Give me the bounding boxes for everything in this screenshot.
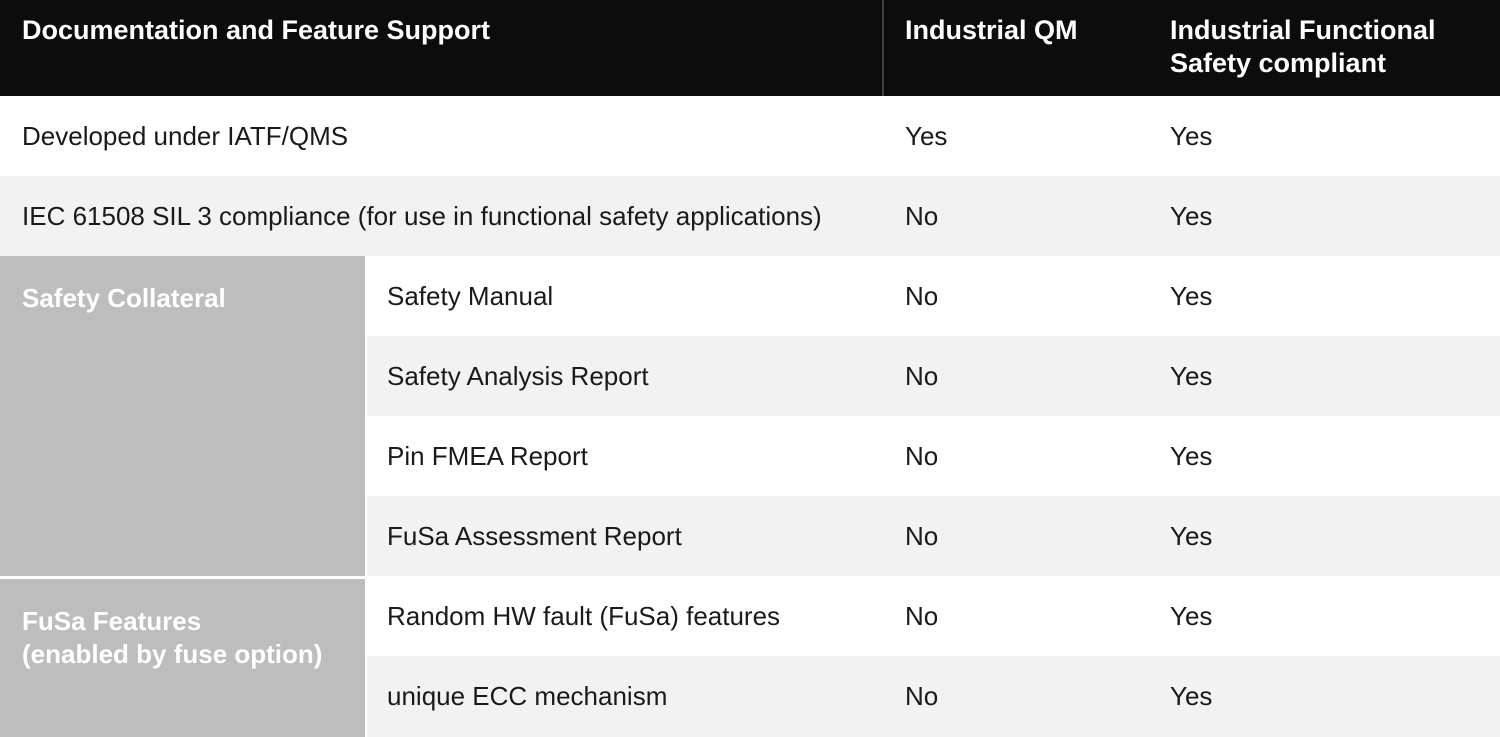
fusa-value-cell: Yes [1170, 280, 1213, 311]
group-header-cell: FuSa Features (enabled by fuse option) [0, 576, 367, 737]
qm-value-cell: Yes [905, 120, 948, 151]
feature-cell: FuSa Assessment Report [387, 520, 682, 551]
table-row: Random HW fault (FuSa) features No Yes [367, 576, 1500, 656]
group-label-line: FuSa Features [22, 606, 202, 636]
qm-value-cell: No [905, 200, 939, 231]
fusa-value-cell: Yes [1170, 600, 1213, 631]
qm-value-cell: No [905, 440, 939, 471]
table-row: Safety Manual No Yes [367, 256, 1500, 336]
table-header-row: Documentation and Feature Support Indust… [0, 0, 1500, 96]
feature-cell: IEC 61508 SIL 3 compliance (for use in f… [22, 200, 822, 231]
group-safety-collateral: Safety Collateral Safety Manual No Yes S… [0, 256, 1500, 576]
header-industrial-qm-column: Industrial QM [905, 15, 1078, 45]
group-fusa-features: FuSa Features (enabled by fuse option) R… [0, 576, 1500, 737]
qm-value-cell: No [905, 520, 939, 551]
qm-value-cell: No [905, 600, 939, 631]
group-rows: Safety Manual No Yes Safety Analysis Rep… [367, 256, 1500, 576]
header-feature-column: Documentation and Feature Support [0, 0, 884, 96]
feature-cell: Safety Manual [387, 280, 554, 311]
feature-cell: Random HW fault (FuSa) features [387, 600, 781, 631]
group-header-cell: Safety Collateral [0, 256, 367, 576]
header-industrial-fusa-column: Industrial Functional Safety compliant [1170, 15, 1436, 78]
fusa-value-cell: Yes [1170, 200, 1213, 231]
group-rows: Random HW fault (FuSa) features No Yes u… [367, 576, 1500, 737]
qm-value-cell: No [905, 681, 939, 711]
feature-cell: unique ECC mechanism [387, 681, 668, 711]
group-label-line: Safety Collateral [22, 283, 226, 313]
qm-value-cell: No [905, 280, 939, 311]
fusa-value-cell: Yes [1170, 681, 1213, 711]
table-row: Safety Analysis Report No Yes [367, 336, 1500, 416]
feature-cell: Developed under IATF/QMS [22, 120, 349, 151]
qm-value-cell: No [905, 360, 939, 391]
fusa-value-cell: Yes [1170, 120, 1213, 151]
table-row: unique ECC mechanism No Yes [367, 656, 1500, 737]
table-row: Developed under IATF/QMS Yes Yes [0, 96, 1500, 176]
table-row: FuSa Assessment Report No Yes [367, 496, 1500, 576]
feature-cell: Safety Analysis Report [387, 360, 649, 391]
fusa-value-cell: Yes [1170, 440, 1213, 471]
fusa-value-cell: Yes [1170, 520, 1213, 551]
feature-cell: Pin FMEA Report [387, 440, 588, 471]
table-row: IEC 61508 SIL 3 compliance (for use in f… [0, 176, 1500, 256]
group-label-line: (enabled by fuse option) [22, 639, 323, 669]
table-row: Pin FMEA Report No Yes [367, 416, 1500, 496]
fusa-value-cell: Yes [1170, 360, 1213, 391]
